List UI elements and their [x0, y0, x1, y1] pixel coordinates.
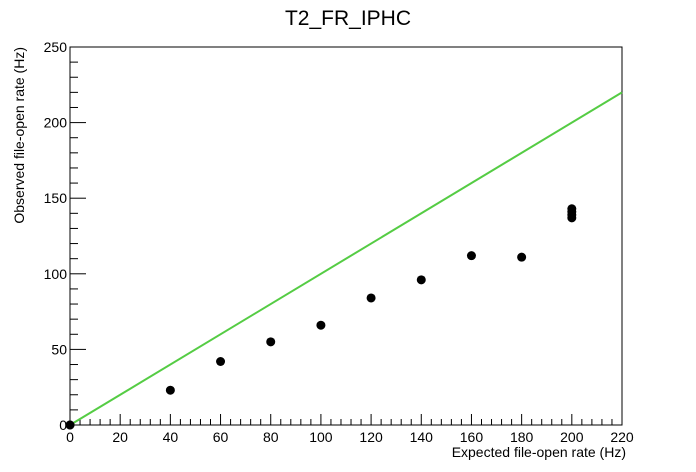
data-point [216, 356, 226, 366]
x-tick-label: 200 [560, 429, 584, 445]
x-tick-label: 120 [359, 429, 383, 445]
y-tick-label: 100 [44, 266, 68, 282]
x-tick-label: 20 [112, 429, 128, 445]
data-point [65, 420, 75, 430]
y-tick-label: 50 [51, 341, 67, 357]
data-point [165, 385, 175, 395]
data-marks [65, 91, 623, 430]
data-point [366, 293, 376, 303]
plot-frame [69, 46, 623, 426]
x-tick-label: 80 [263, 429, 279, 445]
axes: 0 20 40 60 80 100 120 140 160 180 200 220 0 50 100 150 2… [44, 39, 634, 445]
x-tick-label: 220 [610, 429, 634, 445]
x-axis-title: Expected file-open rate (Hz) [452, 444, 626, 460]
y-axis-title: Observed file-open rate (Hz) [11, 47, 27, 224]
data-point [416, 275, 426, 285]
x-tick-label: 140 [410, 429, 434, 445]
chart-title: T2_FR_IPHC [285, 7, 411, 30]
x-tick-label: 100 [309, 429, 333, 445]
y-tick-label: 0 [59, 417, 67, 433]
y-tick-label: 200 [44, 115, 68, 131]
data-point [517, 252, 527, 262]
data-point [266, 337, 276, 347]
data-point [316, 320, 326, 330]
x-tick-label: 180 [510, 429, 534, 445]
x-tick-label: 160 [460, 429, 484, 445]
x-tick-label: 0 [66, 429, 74, 445]
reference-line [69, 91, 623, 426]
data-point [466, 251, 476, 261]
y-tick-label: 250 [44, 39, 68, 55]
x-tick-label: 40 [163, 429, 179, 445]
data-point [567, 204, 577, 214]
y-tick-label: 150 [44, 190, 68, 206]
x-tick-label: 60 [213, 429, 229, 445]
